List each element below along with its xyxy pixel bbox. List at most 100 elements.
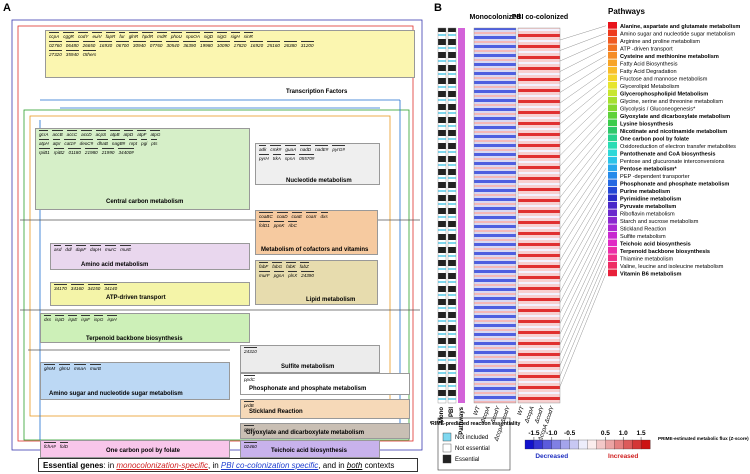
legend-swatch [442, 443, 452, 453]
gene: deoC# [79, 139, 94, 146]
leader [559, 198, 607, 282]
gene-row: gcrA accB accC accD acpS atpB atpD atpF atpG [36, 129, 249, 138]
gene: prdB [244, 401, 254, 408]
gene: spoOA [185, 32, 200, 39]
gene: atpG [150, 130, 161, 137]
gene: plsX [288, 271, 298, 278]
gene: murE [120, 245, 132, 252]
pathway-swatch [608, 239, 617, 247]
legend-pbi: PBI co-colonization specific [220, 461, 319, 470]
gene: 16930 [99, 41, 113, 48]
module: 34170 34160 34150 34140 ATP-driven transport [50, 282, 250, 306]
column-label: ΔccpA [524, 406, 536, 425]
legend-swatch [442, 454, 452, 464]
pathway-swatch [608, 44, 617, 52]
legend-title: PRIME-predicted reaction essentiality [430, 421, 521, 427]
module: prdB Stickland Reaction [240, 399, 410, 419]
pathway-name: One carbon pool by folate [620, 136, 689, 142]
pathway-swatch [608, 269, 617, 277]
gene: murC [105, 245, 117, 252]
gene: nadD [300, 145, 312, 152]
colorbar-tick-label: 0.5 [601, 430, 610, 437]
colorbar-tick-label: -0.5 [564, 430, 576, 437]
legend-text: : in [103, 461, 117, 470]
pathway-name: Starch and sucrose metabolism [620, 219, 699, 225]
gene: cggR [63, 32, 74, 39]
pathway-name: Pyruvate metabolism [620, 204, 676, 210]
mono-essentiality [437, 27, 447, 404]
pathway-name: Terpenoid backbone biosynthesis [620, 249, 710, 255]
gene-row: 27320 35940 Others [46, 49, 414, 58]
gene: ppdC [244, 375, 255, 382]
pathways-title: Pathways [608, 7, 645, 16]
pathway-swatch [608, 52, 617, 59]
colorbar-cell [631, 439, 642, 450]
module-label: Central carbon metabolism [106, 199, 184, 205]
leader [559, 228, 607, 324]
gene: sigG [217, 32, 227, 39]
pathway-name: Glycolysis / Gluconeogenesis* [620, 106, 696, 112]
leader [559, 55, 607, 83]
gene: 35940 [65, 50, 79, 57]
module-label: Metabolism of cofactors and vitamins [261, 247, 369, 253]
colorbar-cell [524, 439, 535, 450]
gene: 21980 [84, 148, 98, 155]
legend-text: contexts [362, 461, 395, 470]
colorbar-cell [542, 439, 553, 450]
pathway-swatch [608, 164, 617, 172]
module: asd ddl dapF dapH murC murE Amino acid metabol… [50, 243, 250, 270]
gene: 19980 [200, 41, 213, 48]
gene: ispG [93, 315, 104, 322]
gene: codY [77, 32, 89, 39]
column-label: WT [517, 404, 526, 416]
gene: 30940 [132, 41, 146, 48]
pathway-name: Fatty Acid Degradation [620, 69, 677, 75]
pathway-name: Arginine and proline metabolism [620, 39, 700, 45]
gene: 24310 [244, 347, 257, 354]
leader [559, 265, 607, 377]
gene: sigH [230, 32, 240, 39]
gene: rpiB1 [39, 148, 50, 155]
gene: 25160 [267, 41, 280, 48]
pathway-swatch [608, 179, 617, 187]
module: gcrA accB accC accD acpS atpB atpD atpF atpG atpH… [35, 128, 250, 210]
gene: dhaB [97, 139, 108, 146]
pathway-swatch [608, 224, 617, 232]
pathway-name: Amino sugar and nucleotide sugar metabol… [620, 31, 735, 37]
group-header: Monocolonized [470, 14, 521, 21]
gene-row: 34170 34160 34150 34140 [51, 283, 249, 292]
legend-mono: monocolonization-specific [116, 461, 208, 470]
gene: mdR [157, 32, 167, 39]
gene: 34170 [54, 284, 67, 291]
pathway-swatch [608, 74, 617, 82]
leader [559, 235, 607, 335]
gene-row: 24310 [241, 346, 379, 355]
pathway-swatch [608, 67, 617, 74]
colorbar-increased: Increased [608, 453, 638, 460]
pathway-name: Pentose metabolism* [620, 166, 677, 172]
colorbar-cell [587, 439, 597, 450]
pathway-name: Riboflavin metabolism [620, 211, 675, 217]
pathway-swatch [608, 217, 617, 224]
leader [559, 153, 607, 219]
gene: pgsA [273, 271, 285, 278]
colorbar-cell [551, 439, 562, 450]
gene: ccpA [49, 32, 60, 39]
legend-box [437, 417, 511, 471]
module-label: Sulfite metabolism [281, 364, 335, 370]
module-label: Amino sugar and nucleotide sugar metabol… [49, 391, 183, 397]
leader [559, 63, 607, 93]
pathway-name: Glycine, serine and threonine metabolism [620, 99, 723, 105]
gene: 01180 [68, 148, 81, 155]
pathway-name: Sulfite metabolism [620, 234, 666, 240]
gene: 02460 [244, 442, 257, 449]
pathway-name: PEP -dependent transporter [620, 174, 690, 180]
gene: glnR [128, 32, 139, 39]
gene: dapH [90, 245, 102, 252]
pathway-name: Glycerophospholipid Metabolism [620, 91, 708, 97]
leader [559, 25, 607, 41]
pathway-name: Teichoic acid biosynthesis [620, 241, 691, 247]
column-label: WT [473, 404, 482, 416]
pbi-essentiality [447, 27, 457, 404]
